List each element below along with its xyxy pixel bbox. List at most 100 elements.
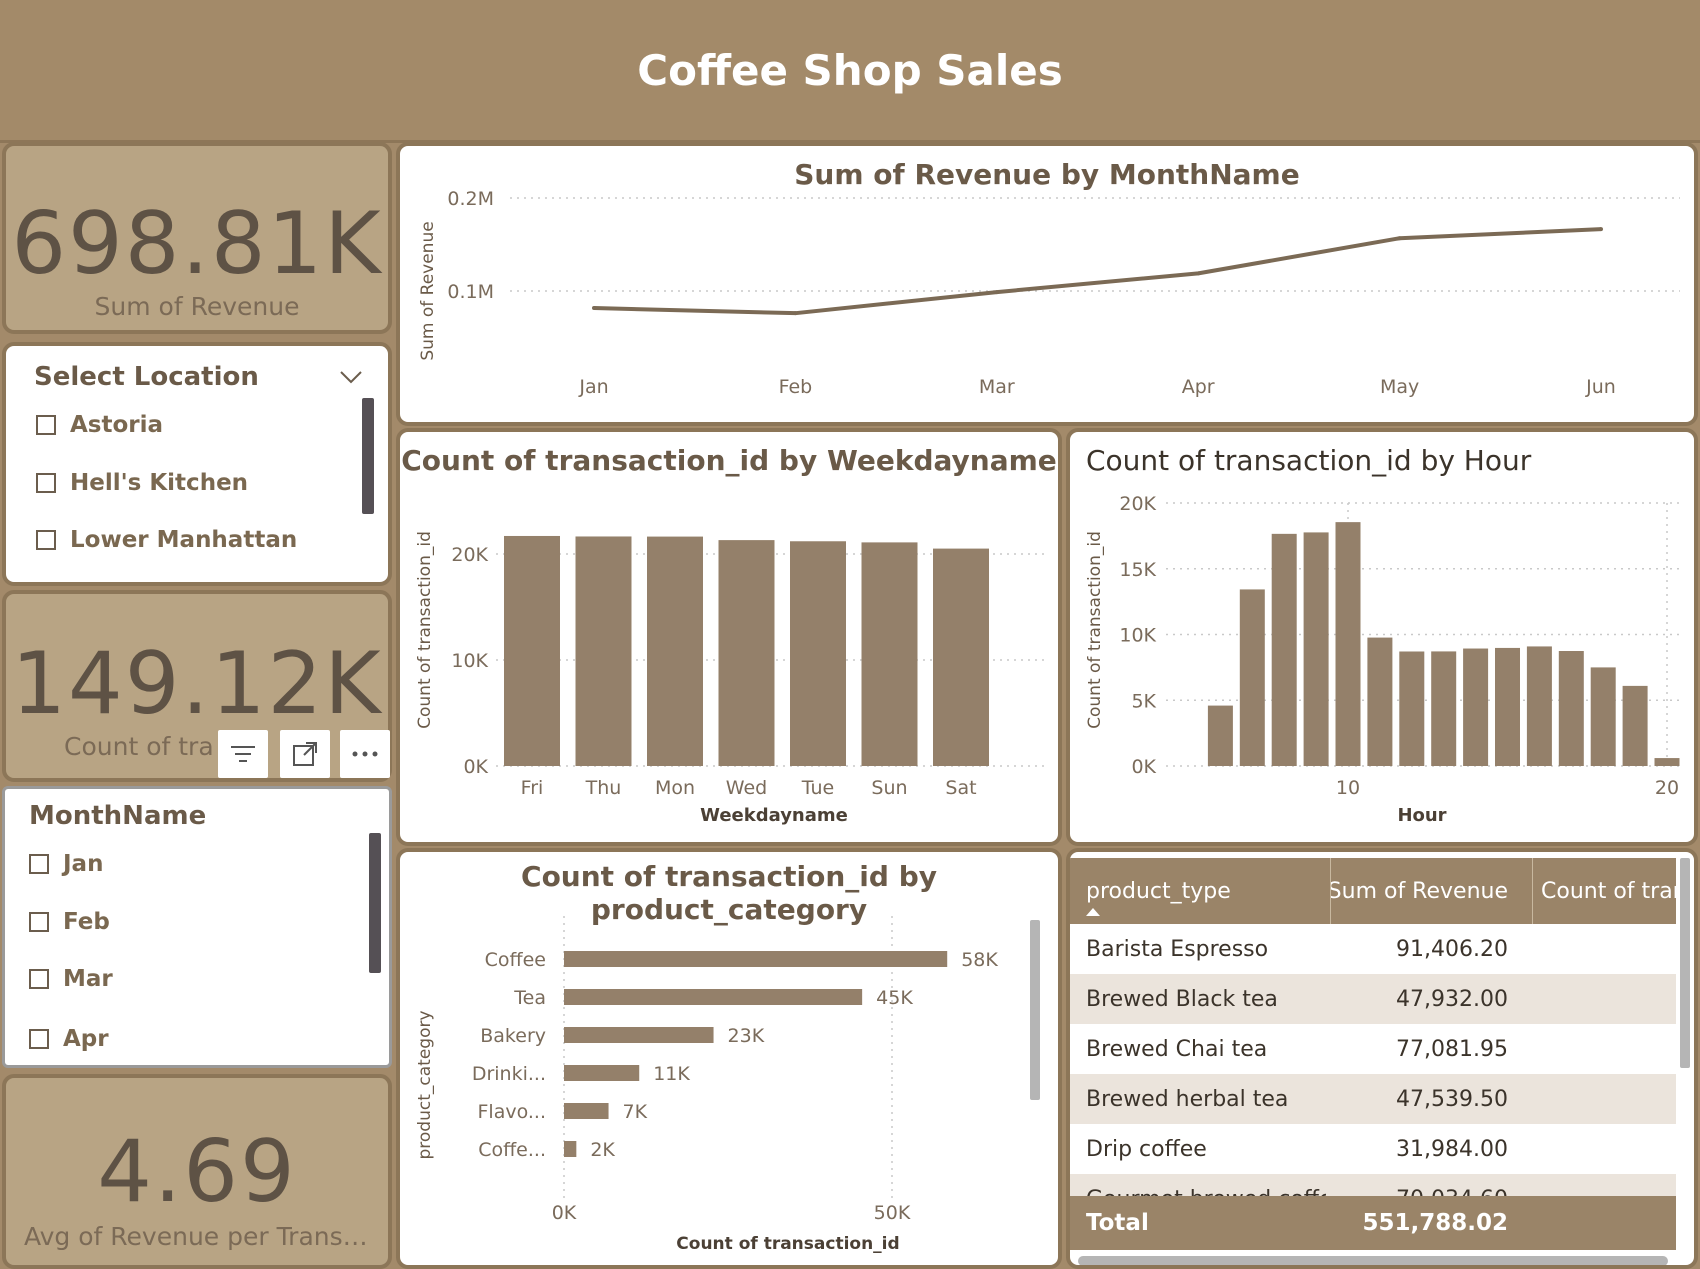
y-tick-label: 10K xyxy=(451,650,488,672)
y-tick-label: 5K xyxy=(1131,690,1156,712)
month-option-label: Mar xyxy=(63,966,113,992)
more-options-button[interactable] xyxy=(340,730,390,778)
x-tick-label: Mon xyxy=(655,777,695,799)
sort-ascending-icon[interactable] xyxy=(1086,908,1100,916)
cell-product-type: Barista Espresso xyxy=(1086,936,1269,962)
checkbox[interactable] xyxy=(29,969,49,989)
product-type-table[interactable]: product_type Sum of Revenue Count of tra… xyxy=(1066,848,1698,1269)
x-tick-label: Jun xyxy=(1585,376,1616,398)
weekday-bar xyxy=(861,542,918,766)
location-option-astoria[interactable]: Astoria xyxy=(36,412,163,438)
table-row[interactable]: Barista Espresso 91,406.20 xyxy=(1070,924,1676,974)
table-horizontal-scrollbar[interactable] xyxy=(1078,1256,1668,1265)
category-chart-title: Count of transaction_id by product_categ… xyxy=(521,860,937,926)
hour-bar xyxy=(1526,646,1552,766)
x-tick-label: Wed xyxy=(726,777,767,799)
hour-bar xyxy=(1495,647,1520,766)
location-option-hells-kitchen[interactable]: Hell's Kitchen xyxy=(36,470,248,496)
location-slicer[interactable]: Select Location Astoria Hell's Kitchen L… xyxy=(2,342,392,586)
column-header-revenue[interactable]: Sum of Revenue xyxy=(1330,858,1512,924)
data-label: 45K xyxy=(876,987,913,1009)
y-axis-title: Count of transaction_id xyxy=(1085,531,1105,729)
month-option-jan[interactable]: Jan xyxy=(29,851,103,877)
month-option-feb[interactable]: Feb xyxy=(29,909,110,935)
location-option-lower-manhattan[interactable]: Lower Manhattan xyxy=(36,527,297,553)
x-tick-label: Sat xyxy=(945,777,976,799)
kpi-avg-value: 4.69 xyxy=(97,1122,297,1222)
line-chart: Sum of Revenue 0.1M 0.2M Jan Feb Mar Apr May Ju… xyxy=(418,188,1680,398)
hour-bar xyxy=(1463,648,1489,766)
y-axis-title: Sum of Revenue xyxy=(418,221,438,360)
x-axis-title: Count of transaction_id xyxy=(676,1234,899,1254)
kpi-revenue-value: 698.81K xyxy=(11,194,383,294)
slicer-scrollbar[interactable] xyxy=(362,398,374,514)
focus-mode-button[interactable] xyxy=(280,730,330,778)
table-row[interactable]: Drip coffee 31,984.00 xyxy=(1070,1124,1676,1174)
hour-bar xyxy=(1303,532,1329,766)
chart-scrollbar[interactable] xyxy=(1030,920,1040,1100)
data-label: 7K xyxy=(623,1101,648,1123)
hour-chart-panel[interactable]: Count of transaction_id by Hour Count of… xyxy=(1066,428,1698,846)
checkbox[interactable] xyxy=(29,912,49,932)
table-row[interactable]: Brewed Chai tea 77,081.95 xyxy=(1070,1024,1676,1074)
line-chart-title: Sum of Revenue by MonthName xyxy=(794,158,1300,191)
weekday-bar xyxy=(933,548,989,766)
cell-revenue: 47,539.50 xyxy=(1396,1086,1508,1112)
month-option-apr[interactable]: Apr xyxy=(29,1026,109,1052)
column-header-product-type[interactable]: product_type xyxy=(1086,878,1231,904)
table-row[interactable]: Brewed herbal tea 47,539.50 xyxy=(1070,1074,1676,1124)
x-tick-label: Tue xyxy=(801,777,834,799)
y-tick-label: Coffee xyxy=(485,949,546,971)
hour-bar xyxy=(1239,589,1265,766)
line-point xyxy=(994,290,999,295)
column-header-count[interactable]: Count of transaction_id xyxy=(1532,858,1678,924)
y-tick-label: 15K xyxy=(1119,559,1156,581)
cell-count xyxy=(1532,1074,1678,1124)
category-bar xyxy=(564,951,948,967)
checkbox[interactable] xyxy=(29,854,49,874)
weekday-bar-chart: Count of transaction_id Weekdayname 0K 10… xyxy=(415,531,1048,826)
kpi-transactions-value: 149.12K xyxy=(11,634,383,734)
x-tick-label: 0K xyxy=(552,1202,577,1224)
weekday-chart-panel[interactable]: Count of transaction_id by Weekdayname C… xyxy=(396,428,1062,846)
month-option-label: Jan xyxy=(63,851,104,877)
line-point xyxy=(1599,227,1603,232)
cell-revenue: 47,932.00 xyxy=(1396,986,1508,1012)
y-tick-label: Tea xyxy=(513,987,546,1009)
line-chart-panel[interactable]: Sum of Revenue by MonthName Sum of Reven… xyxy=(396,142,1698,426)
hour-bar xyxy=(1654,758,1680,766)
total-revenue: 551,788.02 xyxy=(1362,1210,1508,1236)
location-option-label: Lower Manhattan xyxy=(70,527,298,553)
checkbox[interactable] xyxy=(36,530,56,550)
chevron-down-icon[interactable] xyxy=(338,368,364,386)
category-bar xyxy=(564,1027,714,1043)
x-tick-label: May xyxy=(1380,376,1419,398)
kpi-card-avg-revenue[interactable]: 4.69 Avg of Revenue per Transaction xyxy=(2,1074,392,1269)
checkbox[interactable] xyxy=(36,415,56,435)
category-bar xyxy=(564,1141,577,1157)
weekday-bar xyxy=(575,536,632,766)
cell-product-type: Drip coffee xyxy=(1086,1136,1207,1162)
checkbox[interactable] xyxy=(36,473,56,493)
slicer-scrollbar[interactable] xyxy=(369,833,381,973)
kpi-card-transactions[interactable]: 149.12K Count of transaction_id xyxy=(2,590,392,782)
cell-revenue: 91,406.20 xyxy=(1396,936,1508,962)
month-slicer[interactable]: MonthName Jan Feb Mar Apr xyxy=(2,786,392,1068)
table-scrollbar[interactable] xyxy=(1680,858,1690,1068)
filter-button[interactable] xyxy=(218,730,268,778)
checkbox[interactable] xyxy=(29,1029,49,1049)
table-row[interactable]: Brewed Black tea 47,932.00 xyxy=(1070,974,1676,1024)
category-chart-panel[interactable]: Count of transaction_id by product_categ… xyxy=(396,848,1062,1269)
weekday-bar xyxy=(647,536,703,766)
location-option-label: Astoria xyxy=(70,412,164,438)
data-label: 58K xyxy=(961,949,998,971)
y-axis-title: Count of transaction_id xyxy=(415,531,435,729)
month-option-mar[interactable]: Mar xyxy=(29,966,113,992)
kpi-card-revenue[interactable]: 698.81K Sum of Revenue xyxy=(2,142,392,334)
weekday-bar xyxy=(718,540,775,766)
x-tick-label: Thu xyxy=(585,777,622,799)
hour-bar xyxy=(1622,685,1648,766)
y-tick-label: 0.1M xyxy=(447,281,494,303)
line-point xyxy=(1397,236,1402,241)
hour-bar xyxy=(1399,651,1425,766)
